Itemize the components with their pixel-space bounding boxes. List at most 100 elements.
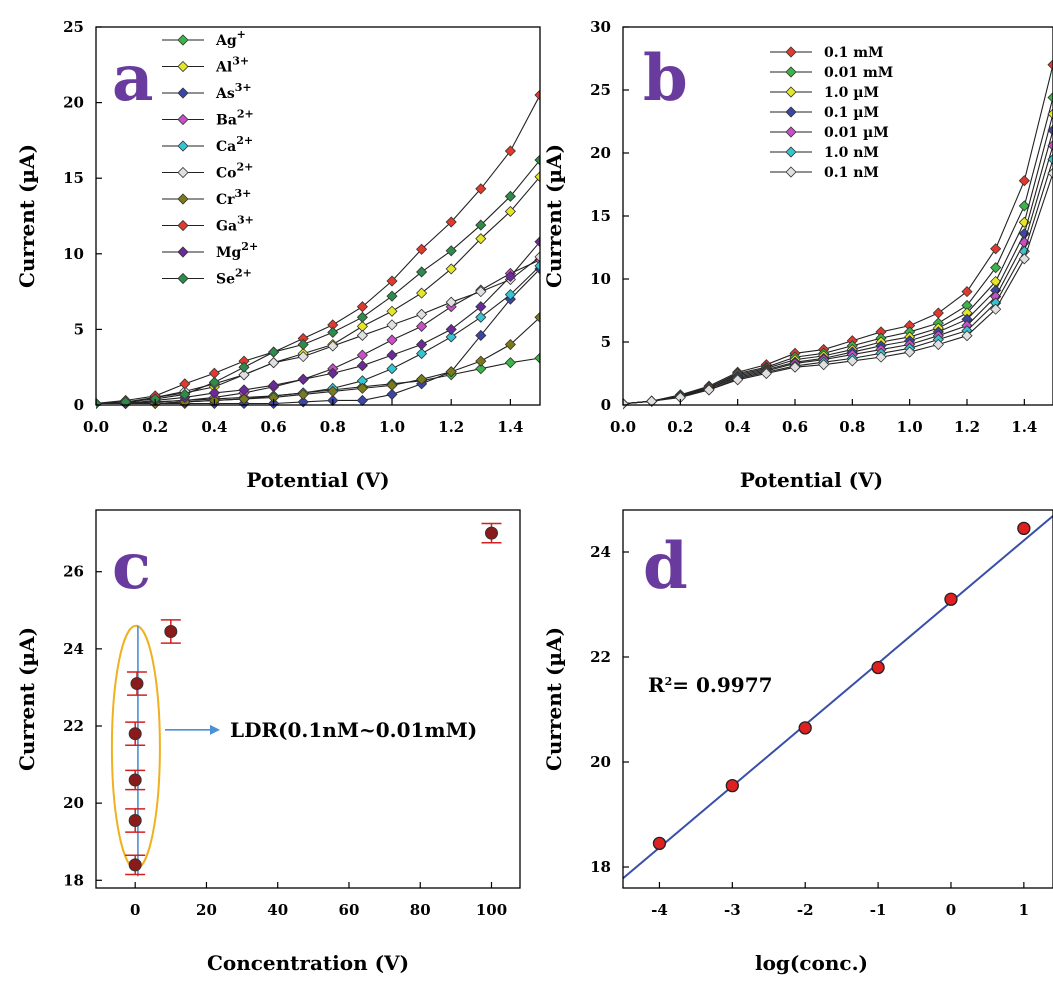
data-point — [760, 367, 772, 380]
y-tick-label: 5 — [74, 320, 84, 338]
x-tick-label: 1.4 — [497, 418, 523, 436]
legend-label-superscript: 2+ — [237, 108, 254, 121]
legend-label-superscript: 2+ — [241, 240, 258, 253]
data-point — [534, 154, 540, 166]
legend-label: Al3+ — [215, 55, 249, 76]
y-tick-label: 24 — [63, 640, 84, 658]
x-tick-label: -4 — [651, 901, 668, 919]
data-point — [875, 351, 887, 363]
r-squared-annotation-superscript: 2 — [665, 675, 673, 688]
data-point — [356, 301, 368, 313]
data-point — [504, 357, 516, 369]
data-point — [623, 398, 629, 410]
data-point — [445, 245, 457, 257]
data-point — [504, 205, 516, 218]
data-point — [386, 349, 398, 361]
data-point — [534, 260, 540, 272]
data-point — [703, 384, 715, 396]
legend-label-base: Se — [216, 272, 235, 288]
data-point — [128, 858, 142, 872]
x-tick-label: 0.4 — [725, 418, 751, 436]
data-point — [416, 338, 428, 351]
legend-label-superscript: 3+ — [232, 55, 249, 68]
legend-label-base: Ga — [216, 219, 237, 235]
data-point — [534, 89, 540, 101]
x-tick-label: 0.2 — [667, 418, 693, 436]
data-point — [932, 307, 944, 319]
legend-marker — [785, 46, 797, 58]
legend-label-superscript: 3+ — [235, 81, 252, 94]
data-point — [416, 320, 428, 332]
data-point — [961, 286, 973, 298]
legend-marker — [785, 166, 797, 178]
series-line — [623, 64, 1053, 405]
panel-letter-c: c — [112, 529, 151, 604]
data-point — [386, 275, 398, 287]
legend-marker — [177, 60, 189, 73]
data-point — [445, 216, 457, 228]
legend-label-base: Mg — [216, 245, 241, 261]
x-axis-label: Potential (V) — [246, 468, 389, 492]
legend-label: 0.1 µM — [824, 105, 879, 121]
legend-label: 0.1 nM — [824, 165, 879, 181]
x-tick-label: 1.0 — [897, 418, 923, 436]
data-point — [445, 331, 457, 343]
data-point — [1018, 200, 1030, 212]
legend-label: As3+ — [215, 81, 252, 102]
series-line — [96, 241, 540, 405]
data-point — [386, 334, 398, 346]
legend-marker — [177, 193, 189, 205]
series-line — [623, 172, 1053, 405]
legend-label: 1.0 µM — [824, 85, 879, 101]
chart-panel-b: 0.1 mM 0.01 mM 1.0 µM 0.1 µM 0.01 µM 1.0 nM 0.… — [542, 18, 1053, 492]
data-point — [534, 311, 540, 323]
series-line — [96, 259, 540, 405]
legend-marker — [177, 87, 189, 99]
x-tick-label: 60 — [339, 901, 360, 919]
fit-line — [623, 514, 1053, 880]
data-point — [416, 373, 428, 385]
data-point — [445, 296, 457, 308]
data-point — [356, 394, 368, 407]
series-group — [623, 59, 1053, 410]
data-point — [789, 361, 801, 373]
data-point — [356, 320, 368, 332]
data-point — [208, 376, 220, 388]
y-tick-label: 10 — [63, 245, 84, 263]
y-tick-label: 26 — [63, 563, 84, 581]
panel-letter-d: d — [643, 529, 688, 604]
data-point — [944, 592, 958, 606]
x-tick-label: 0.8 — [320, 418, 346, 436]
data-point — [1047, 139, 1053, 152]
chart-panel-c: LDR(0.1nM~0.01mM) 0 20 40 60 80 100 18 20 22 24 26 C… — [15, 509, 521, 975]
data-point — [475, 355, 487, 367]
data-point — [416, 348, 428, 360]
plot-frame — [95, 26, 541, 406]
data-point — [484, 526, 498, 540]
x-axis-label: Concentration (V) — [207, 951, 409, 975]
data-point — [534, 236, 540, 248]
data-point — [1017, 521, 1031, 536]
data-point — [818, 359, 830, 371]
data-point — [932, 338, 944, 351]
data-point — [445, 263, 457, 275]
legend-label-superscript: 2+ — [236, 161, 253, 174]
data-point — [904, 346, 916, 358]
legend-label: Mg2+ — [216, 240, 258, 261]
x-tick-label: -3 — [724, 901, 741, 919]
y-tick-label: 20 — [63, 794, 84, 812]
plot-frame — [622, 509, 1053, 889]
y-tick-label: 10 — [590, 270, 611, 288]
legend-marker — [177, 34, 189, 46]
legend-marker — [177, 272, 189, 285]
y-axis-label: Current (µA) — [542, 627, 566, 771]
x-axis-label: log(conc.) — [755, 951, 868, 975]
legend-marker — [177, 246, 189, 258]
data-point — [386, 363, 398, 375]
x-tick-label: 0.0 — [610, 418, 636, 436]
y-tick-label: 5 — [601, 333, 611, 351]
legend-label-superscript: 3+ — [237, 214, 254, 227]
y-axis-label: Current (µA) — [15, 144, 39, 288]
data-point — [1018, 253, 1030, 265]
